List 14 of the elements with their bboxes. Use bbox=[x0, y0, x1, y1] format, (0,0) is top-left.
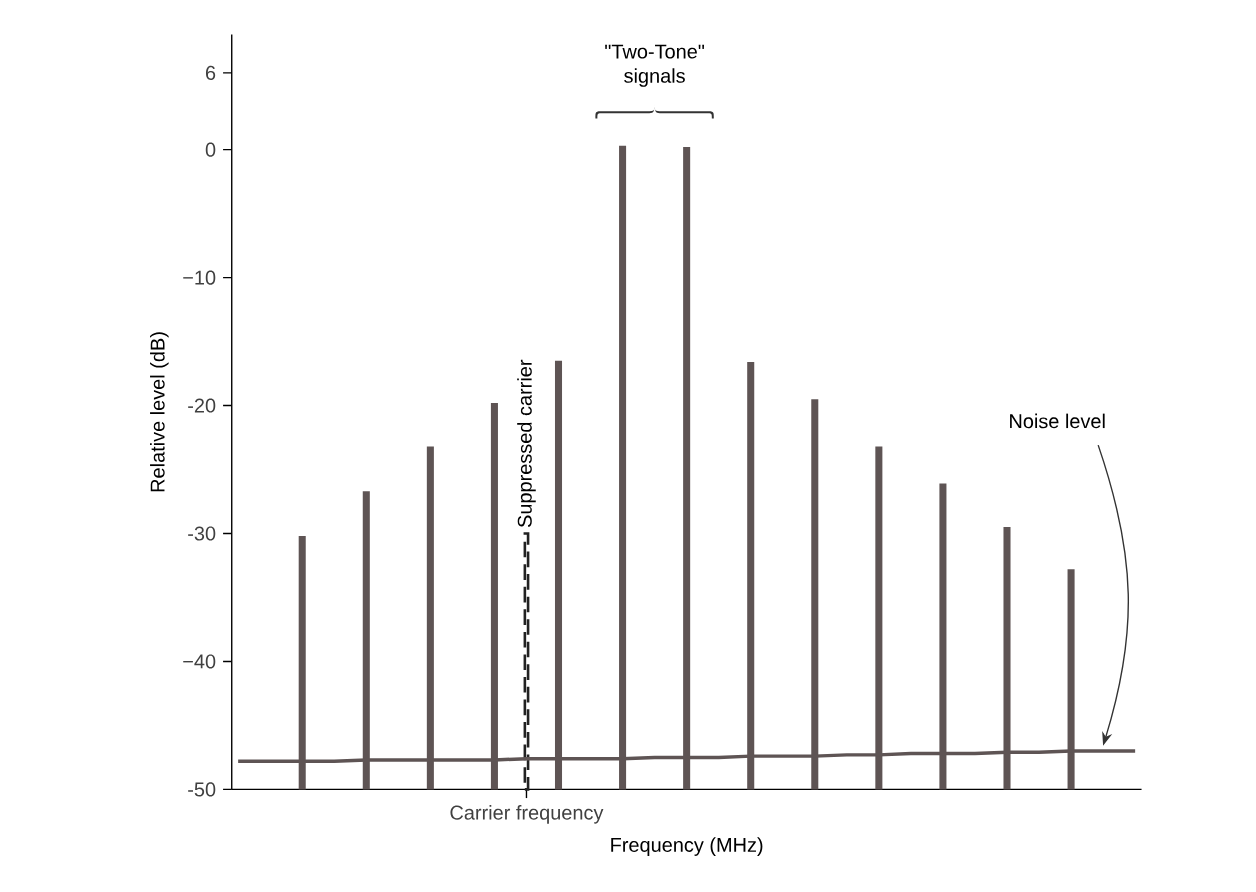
y-tick-label: 0 bbox=[205, 142, 216, 157]
y-axis-title: Relative level (dB) bbox=[150, 332, 169, 492]
y-tick-label: -20 bbox=[188, 398, 216, 413]
y-tick-label: −40 bbox=[183, 654, 216, 669]
y-tick-label: -50 bbox=[188, 782, 216, 797]
x-tick-label: Carrier frequency bbox=[450, 805, 604, 824]
text: Suppressed carrier bbox=[517, 359, 536, 528]
x-axis-title: Frequency (MHz) bbox=[611, 837, 763, 856]
annotation: "Two-Tone" signals bbox=[605, 44, 705, 87]
y-tick-label: 6 bbox=[205, 65, 216, 80]
bar bbox=[523, 532, 530, 791]
y-tick-label: −10 bbox=[183, 270, 216, 285]
annotation: Noise level bbox=[1010, 413, 1105, 429]
y-tick-label: -30 bbox=[188, 526, 216, 541]
